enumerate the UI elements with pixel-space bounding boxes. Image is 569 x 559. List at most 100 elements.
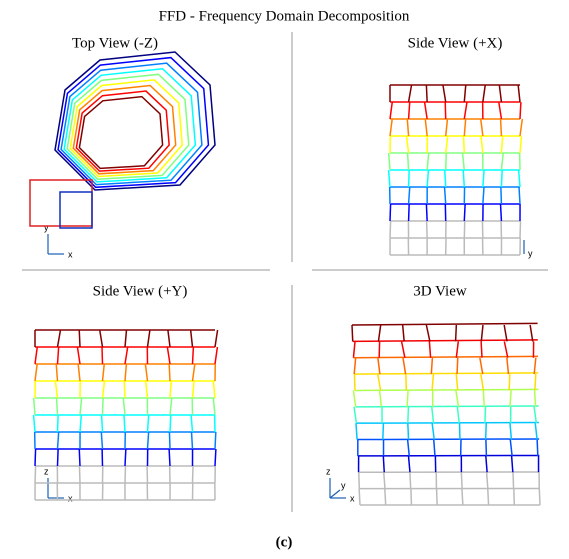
mode-shape (387, 169, 391, 188)
mode-shape (401, 324, 405, 342)
mode-shape (387, 152, 391, 171)
mode-shape (168, 363, 171, 382)
mode-shape (509, 390, 512, 407)
mode-shape (34, 448, 37, 467)
mode-shape (353, 357, 357, 375)
mode-shape (124, 329, 128, 348)
mode-shape (500, 152, 504, 171)
mode-shape (538, 488, 541, 506)
axis-label: x (68, 493, 73, 503)
mode-shape (212, 380, 216, 399)
mode-shape (499, 203, 503, 222)
mode-shape (72, 84, 177, 175)
mode-shape (482, 186, 485, 205)
mode-shape (54, 380, 59, 399)
mode-shape (409, 472, 412, 489)
mode-shape (482, 84, 486, 103)
mode-shape (406, 152, 410, 171)
panel-title: Side View (+Y) (93, 283, 188, 299)
mode-shape (444, 169, 447, 188)
mode-shape (407, 186, 411, 205)
mode-shape (124, 448, 127, 467)
mode-shape (54, 51, 216, 191)
mode-shape (480, 341, 483, 358)
mode-shape (78, 329, 81, 348)
mode-shape (29, 179, 93, 227)
mode-shape (60, 62, 203, 186)
mode-shape (377, 324, 382, 342)
mode-shape (59, 191, 93, 229)
mode-shape (63, 67, 197, 183)
mode-shape (462, 135, 466, 154)
mode-shape (351, 322, 538, 326)
mode-shape (376, 373, 382, 391)
mode-shape (55, 397, 59, 416)
mode-shape (123, 380, 126, 399)
mode-shape (389, 220, 392, 239)
mode-shape (146, 431, 150, 450)
mode-shape (463, 118, 467, 137)
mode-shape (55, 363, 59, 382)
mode-shape (56, 448, 59, 467)
mode-shape (485, 439, 488, 456)
mode-shape (389, 118, 393, 137)
mode-shape (191, 465, 194, 484)
mode-shape (407, 203, 410, 222)
mode-shape (455, 374, 459, 391)
caption: (c) (276, 534, 293, 550)
mode-shape (484, 406, 487, 424)
axis-label: y (528, 248, 533, 258)
mode-shape (423, 101, 428, 120)
mode-shape (384, 488, 387, 506)
mode-shape (424, 118, 428, 137)
mode-shape (79, 397, 83, 416)
mode-shape (78, 95, 164, 170)
mode-shape (519, 220, 522, 239)
mode-shape (425, 84, 428, 103)
mode-shape (32, 397, 36, 416)
mode-shape (431, 423, 435, 440)
figure-title: FFD - Frequency Domain Decomposition (159, 8, 410, 24)
mode-shape (518, 186, 521, 205)
mode-shape (431, 406, 435, 424)
mode-shape (214, 346, 219, 365)
mode-shape (487, 488, 490, 506)
mode-shape (460, 472, 463, 489)
mode-shape (32, 414, 36, 433)
mode-shape (456, 357, 459, 375)
mode-shape (444, 152, 448, 171)
mode-shape (536, 439, 539, 456)
mode-shape (463, 101, 468, 120)
mode-shape (533, 406, 538, 424)
mode-shape (506, 357, 510, 375)
mode-shape (34, 465, 37, 484)
mode-shape (355, 405, 539, 408)
mode-shape (410, 488, 413, 506)
mode-shape (503, 341, 509, 358)
mode-shape (500, 135, 504, 154)
mode-shape (484, 423, 487, 440)
panel-title: Top View (-Z) (72, 35, 158, 51)
mode-shape (533, 390, 537, 407)
mode-shape (500, 186, 503, 205)
mode-shape (352, 341, 356, 358)
mode-shape (480, 135, 484, 154)
mode-shape (463, 84, 467, 103)
mode-shape (400, 341, 406, 358)
mode-shape (509, 439, 513, 456)
mode-shape (169, 414, 172, 433)
mode-shape (509, 423, 513, 440)
axis-triads (47, 234, 525, 499)
mode-shape (443, 186, 447, 205)
mode-shape (405, 135, 410, 154)
mode-shape (34, 346, 39, 365)
axis-label: y (44, 222, 49, 232)
mode-shape (352, 390, 357, 407)
mode-shape (122, 397, 126, 416)
axis-label: z (44, 466, 49, 476)
mode-shape (426, 169, 430, 188)
mode-shape (444, 135, 449, 154)
mode-shape (169, 380, 172, 399)
mode-shape (425, 220, 428, 239)
